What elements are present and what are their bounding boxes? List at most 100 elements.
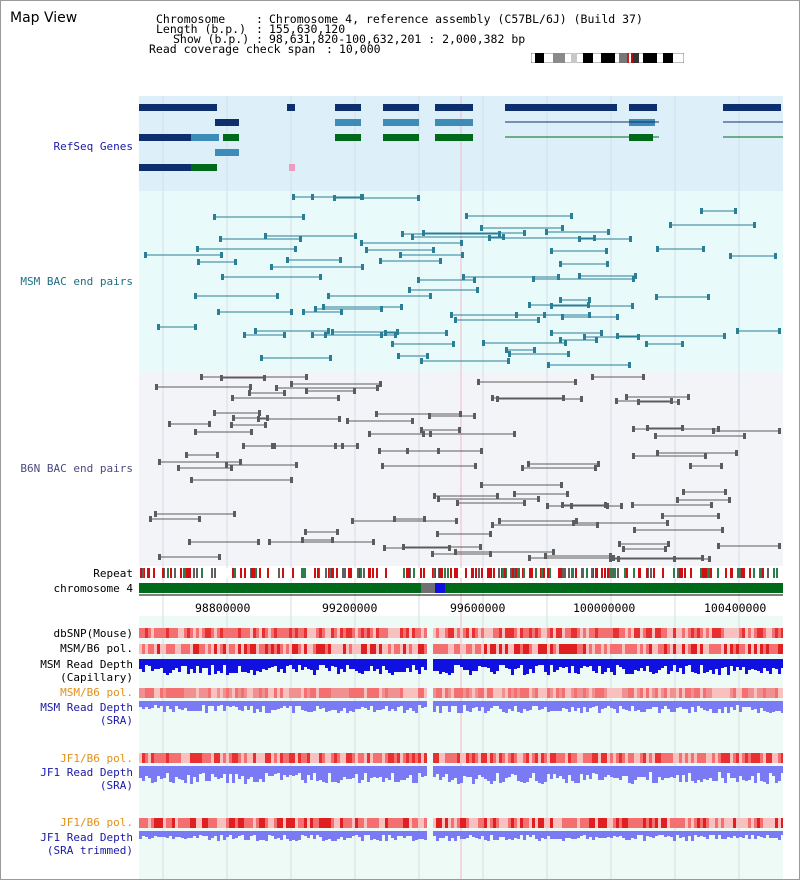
b6n-bac-pair-end [544, 553, 547, 559]
dbsnp-cell [265, 628, 268, 638]
msm-pol2-cell [721, 688, 724, 698]
jf1-trim-depth-bar [262, 831, 265, 840]
refseq-gene [191, 134, 219, 141]
msm-pol2-cell [196, 688, 199, 698]
jf1-sra-depth-bar [616, 766, 619, 778]
jf1-pol2-cell [664, 818, 667, 828]
dbsnp-cell [493, 628, 496, 638]
dbsnp-cell [733, 628, 736, 638]
refseq-gene [191, 164, 217, 171]
msm-pol2-cell [271, 688, 274, 698]
refseq-gene [435, 134, 473, 141]
dbsnp-cell [607, 628, 610, 638]
msm-pol-cell [631, 644, 634, 654]
msm-pol-cell [220, 644, 223, 654]
jf1-pol-cell [736, 753, 739, 763]
repeat-element [535, 568, 537, 578]
jf1-sra-depth-bar [601, 766, 604, 780]
jf1-sra-depth-bar [529, 766, 532, 778]
jf1-trim-depth-bar [706, 831, 709, 839]
msm-sra-depth-bar [496, 701, 499, 706]
msm-sra-depth-bar [193, 701, 196, 711]
dbsnp-cell [697, 628, 700, 638]
msm-bac-pair-end [482, 340, 485, 346]
dbsnp-cell [595, 628, 598, 638]
msm-pol2-cell [463, 688, 466, 698]
dbsnp-cell [244, 628, 247, 638]
jf1-pol2-cell [409, 818, 412, 828]
jf1-sra-depth-bar [514, 766, 517, 775]
dbsnp-cell [445, 628, 448, 638]
jf1-sra-depth-bar [538, 766, 541, 783]
msm-sra-depth-bar [316, 701, 319, 706]
jf1-pol-cell [634, 753, 637, 763]
dbsnp-cell [673, 628, 676, 638]
msm-cap-depth-bar [358, 659, 361, 673]
dbsnp-cell [577, 628, 580, 638]
jf1-sra-depth-bar [229, 766, 232, 774]
msm-bac-pair-end [243, 332, 246, 338]
jf1-pol2-cell [532, 818, 535, 828]
msm-sra-depth-bar [760, 701, 763, 708]
msm-cap-depth-bar [772, 659, 775, 668]
jf1-trim-depth-bar [751, 831, 754, 835]
jf1-trim-depth-bar [178, 831, 181, 837]
jf1-pol2-cell [652, 818, 655, 828]
jf1-pol-cell [193, 753, 196, 763]
b6n-bac-pair-end [574, 379, 577, 385]
jf1-pol2-cell [322, 818, 325, 828]
jf1-pol2-cell [244, 818, 247, 828]
msm-pol-cell [664, 644, 667, 654]
msm-pol-cell [622, 644, 625, 654]
jf1-pol2-cell [562, 818, 565, 828]
msm-pol2-cell [694, 688, 697, 698]
jf1-pol2-cell [583, 818, 586, 828]
msm-sra-depth-bar [319, 701, 322, 709]
msm-sra-depth-bar [628, 701, 631, 711]
b6n-bac-pair-end [566, 491, 569, 497]
jf1-trim-depth-bar [481, 831, 484, 836]
jf1-sra-depth-bar [652, 766, 655, 783]
repeat-element [372, 568, 374, 578]
msm-cap-depth-bar [631, 659, 634, 674]
dbsnp-cell [448, 628, 451, 638]
jf1-trim-depth-bar [409, 831, 412, 836]
jf1-sra-depth-bar [226, 766, 229, 783]
jf1-pol-cell [586, 753, 589, 763]
msm-sra-depth-bar [337, 701, 340, 713]
b6n-bac-pair-end [154, 511, 157, 517]
b6n-bac-pair-end [266, 415, 269, 421]
msm-bac-pair-end [736, 328, 739, 334]
msm-pol-cell [421, 644, 424, 654]
dbsnp-cell [316, 628, 319, 638]
msm-bac-pair-end [547, 362, 550, 368]
msm-bac-pair-end [439, 258, 442, 264]
jf1-sra-depth-bar [247, 766, 250, 779]
jf1-sra-depth-bar [319, 766, 322, 780]
jf1-pol2-cell [487, 818, 490, 828]
msm-pol-cell [640, 644, 643, 654]
msm-sra-depth-bar [379, 701, 382, 710]
msm-pol-cell [301, 644, 304, 654]
dbsnp-cell [388, 628, 391, 638]
jf1-trim-depth-bar [145, 831, 148, 837]
jf1-sra-depth-bar [196, 766, 199, 782]
jf1-pol-cell [532, 753, 535, 763]
jf1-sra-depth-bar [190, 766, 193, 784]
dbsnp-cell [568, 628, 571, 638]
msm-pol-cell [592, 644, 595, 654]
dbsnp-cell [592, 628, 595, 638]
jf1-sra-depth-bar [334, 766, 337, 782]
jf1-pol2-cell [694, 818, 697, 828]
chromosome-ideogram[interactable] [531, 53, 684, 63]
jf1-trim-depth-bar [652, 831, 655, 838]
msm-sra-depth-bar [148, 701, 151, 709]
msm-sra-depth-bar [406, 701, 409, 710]
jf1-trim-depth-bar [577, 831, 580, 838]
genome-view-region[interactable]: 98800000 99200000 99600000 100000000 100… [139, 96, 783, 879]
jf1-pol2-cell [424, 818, 427, 828]
msm-pol-cell [559, 644, 562, 654]
jf1-trim-depth-bar [151, 831, 154, 838]
jf1-pol2-cell [553, 818, 556, 828]
dbsnp-cell [751, 628, 754, 638]
